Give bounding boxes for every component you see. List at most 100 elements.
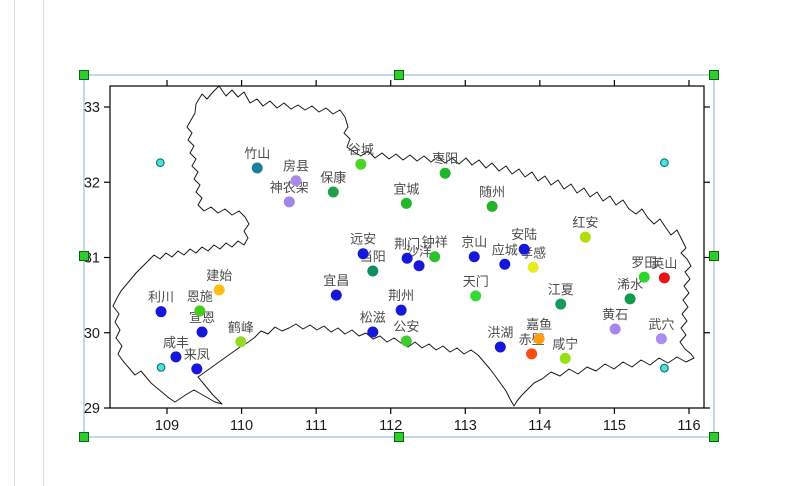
station-dot[interactable]: [494, 341, 506, 353]
station-label: 房县: [283, 159, 309, 175]
station-label: 罗田: [631, 256, 657, 271]
station-dot[interactable]: [170, 351, 182, 363]
station-label: 利川: [148, 291, 174, 306]
page-border-line-left: [14, 0, 15, 486]
selection-resize-handle[interactable]: [79, 251, 89, 261]
x-tick-label: 111: [305, 418, 327, 434]
station-dot[interactable]: [559, 352, 571, 364]
selection-resize-handle[interactable]: [79, 432, 89, 442]
station-dot[interactable]: [395, 304, 407, 316]
station-dot[interactable]: [155, 306, 167, 318]
selection-resize-handle[interactable]: [394, 70, 404, 80]
y-tick-label: 30: [84, 326, 100, 342]
station-dot[interactable]: [624, 293, 636, 305]
station-label: 京山: [461, 236, 487, 251]
selection-resize-handle[interactable]: [394, 432, 404, 442]
station-label: 公安: [393, 320, 419, 335]
station-label: 来凤: [184, 348, 210, 363]
station-dot[interactable]: [357, 248, 369, 260]
layer-corner-marker[interactable]: [156, 362, 166, 372]
layer-corner-marker[interactable]: [155, 158, 165, 168]
station-dot[interactable]: [429, 251, 441, 263]
plot-frame: [109, 85, 705, 409]
station-label: 浠水: [617, 278, 643, 293]
selection-rectangle[interactable]: [83, 74, 715, 438]
station-label: 钟祥: [422, 235, 448, 251]
station-dot[interactable]: [330, 289, 342, 301]
station-dot[interactable]: [367, 326, 379, 338]
province-boundary-outline: [112, 85, 695, 407]
station-dot[interactable]: [327, 186, 339, 198]
station-dot[interactable]: [235, 336, 247, 348]
station-dot[interactable]: [638, 271, 650, 283]
station-dot[interactable]: [400, 335, 412, 347]
station-dot[interactable]: [290, 175, 302, 187]
station-dot[interactable]: [486, 200, 498, 212]
station-label: 宜昌: [323, 274, 349, 289]
station-label: 咸宁: [552, 336, 578, 352]
station-dot[interactable]: [658, 272, 670, 284]
station-dot[interactable]: [401, 252, 413, 264]
layer-corner-marker[interactable]: [659, 363, 669, 373]
layer-corner-marker[interactable]: [659, 158, 669, 168]
station-dot[interactable]: [499, 258, 511, 270]
station-label: 神农架: [270, 181, 309, 196]
selection-resize-handle[interactable]: [709, 70, 719, 80]
y-tick-label: 32: [84, 175, 100, 191]
station-dot[interactable]: [355, 158, 367, 170]
x-tick-label: 113: [454, 418, 477, 434]
station-dot[interactable]: [527, 261, 539, 273]
station-label: 谷城: [348, 143, 374, 158]
x-tick-label: 115: [603, 418, 626, 434]
x-tick-label: 110: [230, 418, 253, 434]
station-dot[interactable]: [367, 265, 379, 277]
x-tick-label: 112: [379, 418, 402, 434]
station-label: 沙洋: [406, 245, 432, 260]
station-dot[interactable]: [579, 231, 591, 243]
station-dot[interactable]: [439, 167, 451, 179]
station-dot[interactable]: [526, 348, 538, 360]
station-label: 江夏: [548, 283, 574, 298]
x-tick-label: 116: [677, 418, 700, 434]
station-label: 嘉鱼: [526, 317, 552, 333]
station-dot[interactable]: [468, 251, 480, 263]
station-label: 咸丰: [163, 336, 189, 351]
station-dot[interactable]: [533, 333, 545, 345]
station-dot[interactable]: [191, 363, 203, 375]
station-dot[interactable]: [194, 305, 206, 317]
x-tick-label: 114: [528, 418, 551, 434]
station-label: 宜城: [393, 182, 419, 197]
station-dot[interactable]: [400, 197, 412, 209]
page-border-line-inner: [43, 0, 44, 486]
station-dot[interactable]: [518, 243, 530, 255]
x-tick-label: 109: [155, 418, 179, 434]
station-label: 枣阳: [432, 152, 458, 167]
station-label: 保康: [320, 170, 346, 186]
station-dot[interactable]: [196, 326, 208, 338]
station-dot[interactable]: [609, 323, 621, 335]
station-label: 建始: [206, 269, 232, 284]
station-label: 松滋: [360, 311, 386, 326]
station-dot[interactable]: [283, 196, 295, 208]
station-label: 武穴: [648, 318, 674, 333]
selection-resize-handle[interactable]: [709, 432, 719, 442]
station-label: 洪湖: [487, 326, 513, 341]
station-label: 英山: [651, 257, 677, 272]
station-label: 竹山: [244, 147, 270, 162]
station-label: 荆门: [394, 236, 420, 252]
station-dot[interactable]: [655, 333, 667, 345]
station-label: 黄石: [602, 308, 628, 323]
station-label: 鹤峰: [228, 320, 254, 336]
station-label: 远安: [350, 233, 376, 248]
station-dot[interactable]: [555, 298, 567, 310]
station-dot[interactable]: [413, 260, 425, 272]
station-label: 天门: [463, 275, 489, 290]
selection-resize-handle[interactable]: [79, 70, 89, 80]
station-label: 安陆: [511, 227, 537, 243]
station-dot[interactable]: [470, 290, 482, 302]
station-dot[interactable]: [213, 284, 225, 296]
station-dot[interactable]: [251, 162, 263, 174]
selection-resize-handle[interactable]: [709, 251, 719, 261]
